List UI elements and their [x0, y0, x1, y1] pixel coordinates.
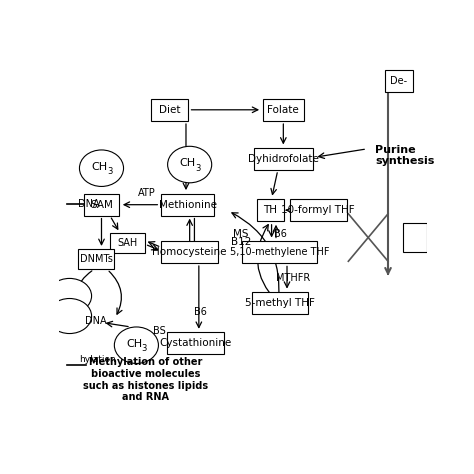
Text: MS: MS	[233, 229, 249, 239]
Text: DNMTs: DNMTs	[80, 255, 112, 264]
Text: MTHFR: MTHFR	[276, 273, 310, 283]
Text: Purine
synthesis: Purine synthesis	[375, 145, 435, 166]
Text: hylation: hylation	[80, 356, 116, 365]
Text: B6: B6	[274, 229, 287, 239]
Text: 10-formyl THF: 10-formyl THF	[282, 205, 355, 215]
Text: 3: 3	[195, 164, 201, 173]
Text: Methylation of other
bioactive molecules
such as histones lipids
and RNA: Methylation of other bioactive molecules…	[83, 357, 208, 402]
Text: Diet: Diet	[159, 105, 180, 115]
FancyBboxPatch shape	[161, 241, 218, 263]
Text: DNA: DNA	[85, 317, 107, 327]
Text: DNA: DNA	[78, 199, 100, 209]
FancyBboxPatch shape	[252, 292, 309, 314]
Text: B6: B6	[194, 307, 207, 318]
Text: 3: 3	[107, 167, 112, 176]
FancyBboxPatch shape	[78, 249, 114, 270]
Text: CH: CH	[127, 339, 143, 349]
Ellipse shape	[47, 299, 91, 334]
Text: ATP: ATP	[137, 188, 155, 198]
Text: TH: TH	[264, 205, 277, 215]
Text: Dyhidrofolate: Dyhidrofolate	[248, 154, 319, 164]
FancyBboxPatch shape	[403, 223, 427, 252]
Ellipse shape	[114, 327, 158, 364]
FancyBboxPatch shape	[161, 194, 214, 216]
FancyBboxPatch shape	[290, 199, 346, 221]
Text: De-: De-	[391, 76, 408, 86]
Ellipse shape	[80, 150, 124, 186]
FancyBboxPatch shape	[167, 332, 224, 355]
Text: BS: BS	[153, 326, 165, 337]
Text: CH: CH	[180, 158, 196, 168]
FancyBboxPatch shape	[257, 199, 284, 221]
FancyBboxPatch shape	[242, 241, 317, 263]
FancyBboxPatch shape	[84, 194, 119, 216]
Ellipse shape	[47, 278, 91, 313]
Text: SAM: SAM	[90, 200, 113, 210]
Text: CH: CH	[91, 162, 108, 172]
Ellipse shape	[168, 146, 212, 183]
FancyBboxPatch shape	[254, 148, 313, 170]
Text: B12: B12	[231, 237, 251, 247]
Text: SAH: SAH	[117, 238, 137, 248]
Text: Cystathionine: Cystathionine	[159, 338, 231, 348]
Text: 3: 3	[142, 345, 147, 353]
FancyBboxPatch shape	[151, 99, 188, 121]
Text: Methionine: Methionine	[159, 200, 217, 210]
Text: 5-methyl THF: 5-methyl THF	[245, 298, 315, 308]
Text: Homocysteine: Homocysteine	[153, 247, 227, 257]
Text: Folate: Folate	[267, 105, 299, 115]
FancyBboxPatch shape	[385, 70, 413, 91]
FancyBboxPatch shape	[110, 233, 145, 253]
FancyBboxPatch shape	[263, 99, 303, 121]
Text: 5,10-methylene THF: 5,10-methylene THF	[230, 247, 329, 257]
